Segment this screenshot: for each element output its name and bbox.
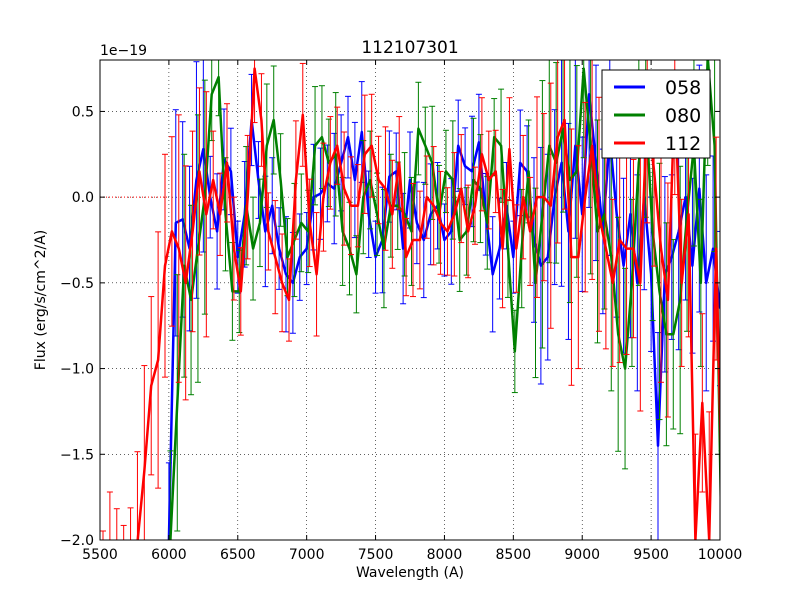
y-axis-label: Flux (erg/s/cm^2/A) (33, 230, 49, 370)
chart-title: 112107301 (361, 38, 458, 58)
x-tick-label: 7000 (289, 547, 325, 563)
x-tick-label: 9500 (633, 547, 669, 563)
y-tick-label: −2.0 (60, 533, 94, 549)
axis-ticks: 5500 6000 6500 7000 7500 8000 8500 9000 9500 1000… (60, 60, 742, 563)
legend-label-112: 112 (665, 133, 701, 155)
series-080 (167, 60, 720, 540)
x-axis-label: Wavelength (A) (356, 565, 464, 581)
x-tick-label: 5500 (82, 547, 118, 563)
y-tick-label: −0.5 (60, 276, 94, 292)
x-tick-label: 8000 (427, 547, 463, 563)
x-tick-label: 9000 (564, 547, 600, 563)
series-line-058 (167, 93, 720, 540)
series-line-112 (136, 67, 720, 540)
y-offset-label: 1e−19 (100, 43, 147, 59)
plot-frame (99, 59, 721, 541)
y-tick-label: −1.5 (60, 447, 94, 463)
y-tick-label: −1.0 (60, 362, 94, 378)
x-tick-label: 10000 (698, 547, 743, 563)
series-layer (100, 60, 720, 540)
series-112 (100, 60, 720, 540)
legend: 058 080 112 (601, 69, 711, 159)
x-tick-label: 6000 (151, 547, 187, 563)
x-tick-label: 8500 (496, 547, 532, 563)
legend-label-058: 058 (665, 77, 701, 99)
y-tick-label: 0.0 (72, 190, 94, 206)
legend-label-080: 080 (665, 105, 701, 127)
y-tick-label: 0.5 (72, 104, 94, 120)
x-tick-label: 7500 (358, 547, 394, 563)
x-tick-label: 6500 (220, 547, 256, 563)
series-line-080 (169, 60, 720, 540)
